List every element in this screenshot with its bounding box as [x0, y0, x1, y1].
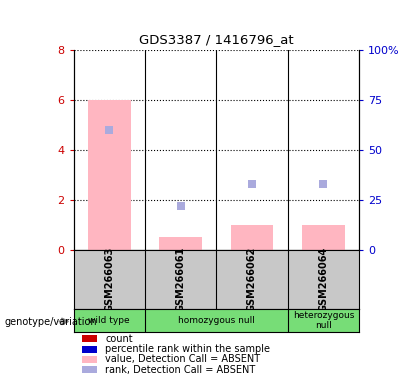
Text: heterozygous
null: heterozygous null — [293, 311, 354, 330]
Text: GSM266063: GSM266063 — [104, 247, 114, 312]
Text: GSM266064: GSM266064 — [318, 247, 328, 312]
Text: value, Detection Call = ABSENT: value, Detection Call = ABSENT — [105, 354, 260, 364]
Bar — [231, 225, 273, 250]
Text: GSM266062: GSM266062 — [247, 247, 257, 312]
Text: GSM266061: GSM266061 — [176, 247, 186, 312]
Text: wild type: wild type — [88, 316, 130, 325]
Text: homozygous null: homozygous null — [178, 316, 255, 325]
Text: count: count — [105, 334, 133, 344]
Bar — [159, 237, 202, 250]
Title: GDS3387 / 1416796_at: GDS3387 / 1416796_at — [139, 33, 294, 46]
Bar — [302, 225, 345, 250]
Text: percentile rank within the sample: percentile rank within the sample — [105, 344, 270, 354]
Text: rank, Detection Call = ABSENT: rank, Detection Call = ABSENT — [105, 365, 255, 375]
Bar — [88, 100, 131, 250]
Text: genotype/variation: genotype/variation — [4, 317, 97, 327]
